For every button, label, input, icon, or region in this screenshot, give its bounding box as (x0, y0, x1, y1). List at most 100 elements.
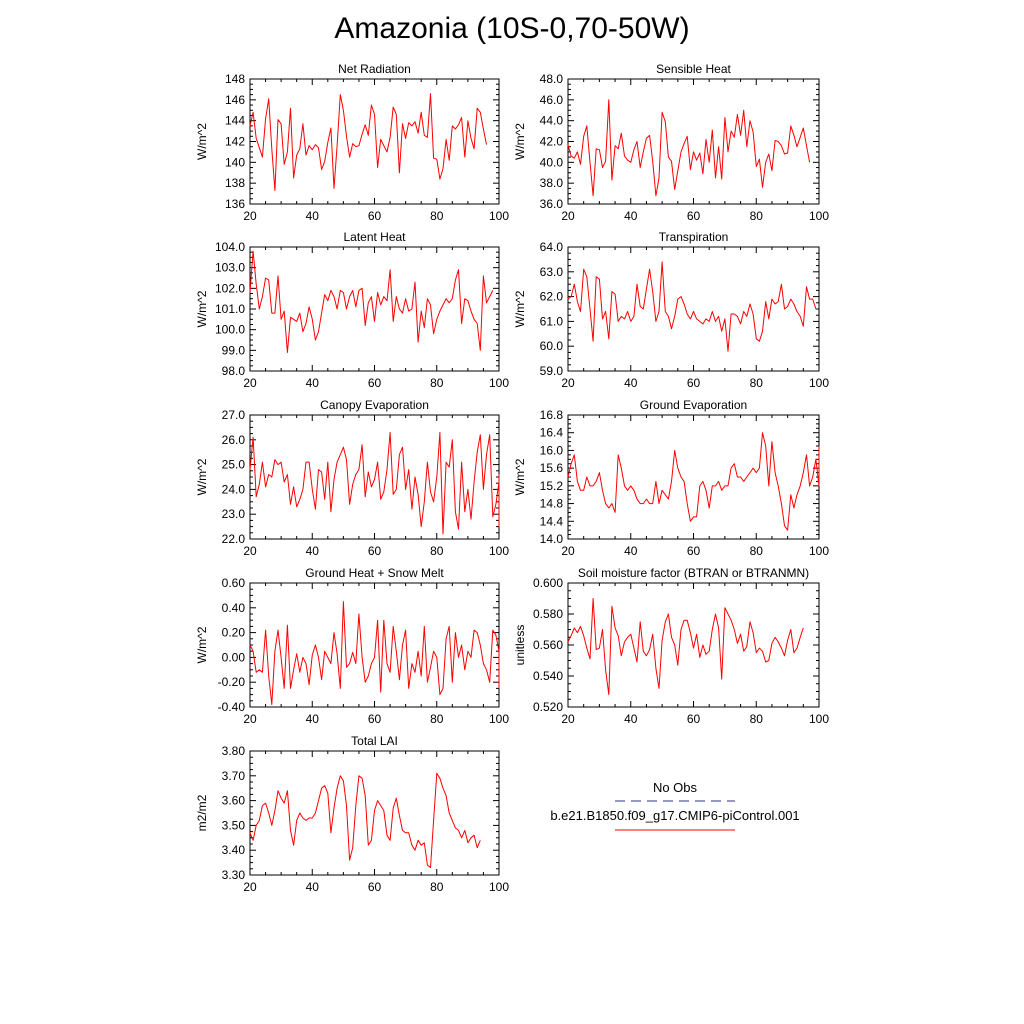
y-axis-label: W/m^2 (513, 123, 527, 160)
y-tick-label: 48.0 (540, 72, 564, 86)
y-tick-label: 104.0 (215, 240, 245, 254)
x-tick-label: 40 (306, 880, 320, 894)
series-line-soil-moisture-factor-btran-or-btranmn (567, 598, 804, 696)
series-line-net-radiation (249, 93, 487, 191)
plot-frame (249, 78, 500, 205)
y-tick-label: 3.40 (222, 843, 246, 857)
y-tick-label: 136 (225, 197, 245, 211)
x-tick-label: 80 (750, 376, 764, 390)
y-tick-label: 0.40 (222, 601, 246, 615)
y-tick-label: 0.20 (222, 626, 246, 640)
plot-frame (567, 78, 820, 205)
y-tick-label: 103.0 (215, 261, 245, 275)
y-tick-label: 44.0 (540, 114, 564, 128)
panel-latent-heat: Latent Heat 98.0 99.0 100.0 101.0 102.0 103.0 1… (195, 230, 509, 390)
panel-sensible-heat: Sensible Heat 36.0 38.0 40.0 42.0 44.0 46.0 48.… (513, 62, 829, 223)
y-tick-label: 59.0 (540, 364, 564, 378)
panel-title: Ground Evaporation (640, 398, 747, 412)
panel-canopy-evaporation: Canopy Evaporation 22.0 23.0 24.0 25.0 26.0 27… (195, 398, 509, 558)
panel-title: Soil moisture factor (BTRAN or BTRANMN) (578, 566, 809, 580)
x-tick-label: 40 (306, 712, 320, 726)
y-axis-label: W/m^2 (195, 626, 209, 663)
x-tick-label: 20 (243, 712, 257, 726)
y-tick-label: 3.70 (222, 769, 246, 783)
y-tick-label: 99.0 (222, 343, 246, 357)
x-tick-label: 20 (243, 209, 257, 223)
x-tick-label: 40 (624, 544, 638, 558)
panel-title: Transpiration (659, 230, 729, 244)
y-tick-label: 16.4 (540, 426, 564, 440)
y-axis-label: W/m^2 (513, 290, 527, 327)
x-tick-label: 100 (489, 209, 509, 223)
y-axis-label: W/m^2 (195, 458, 209, 495)
panel-title: Canopy Evaporation (320, 398, 429, 412)
y-tick-label: 100.0 (215, 323, 245, 337)
series-line-ground-evaporation (567, 432, 820, 531)
series-line-canopy-evaporation (249, 431, 500, 535)
y-tick-label: -0.20 (218, 675, 246, 689)
y-tick-label: 36.0 (540, 197, 564, 211)
x-tick-label: 100 (809, 376, 829, 390)
panel-ground-heat-snow-melt: Ground Heat + Snow Melt -0.40 -0.20 0.00 0.2… (195, 566, 509, 726)
y-tick-label: 0.60 (222, 576, 246, 590)
y-tick-label: 3.50 (222, 818, 246, 832)
x-tick-label: 60 (687, 209, 701, 223)
plot-frame (567, 246, 820, 372)
x-tick-label: 40 (306, 544, 320, 558)
legend: No Obs b.e21.B1850.f09_g17.CMIP6-piContro… (550, 780, 800, 831)
y-tick-label: 62.0 (540, 290, 564, 304)
y-tick-label: 46.0 (540, 93, 564, 107)
x-tick-label: 40 (306, 376, 320, 390)
y-tick-label: 3.30 (222, 868, 246, 882)
y-tick-label: 25.0 (222, 458, 246, 472)
y-tick-label: 101.0 (215, 302, 245, 316)
y-tick-label: 64.0 (540, 240, 564, 254)
y-tick-label: 24.0 (222, 482, 246, 496)
y-tick-label: 27.0 (222, 408, 246, 422)
x-tick-label: 20 (243, 880, 257, 894)
x-tick-label: 60 (368, 712, 382, 726)
series-line-ground-heat-snow-melt (249, 601, 500, 705)
series-line-sensible-heat (567, 99, 811, 197)
y-tick-label: 102.0 (215, 281, 245, 295)
x-tick-label: 80 (430, 880, 444, 894)
y-tick-label: 16.8 (540, 408, 564, 422)
x-tick-label: 100 (809, 209, 829, 223)
x-tick-label: 100 (489, 712, 509, 726)
y-tick-label: 138 (225, 176, 245, 190)
x-tick-label: 40 (306, 209, 320, 223)
x-tick-label: 80 (430, 376, 444, 390)
x-tick-label: 80 (750, 209, 764, 223)
y-tick-label: 22.0 (222, 532, 246, 546)
y-tick-label: 148 (225, 72, 245, 86)
x-tick-label: 20 (561, 544, 575, 558)
panel-title: Total LAI (351, 734, 398, 748)
y-tick-label: 0.580 (533, 607, 563, 621)
y-tick-label: 3.80 (222, 744, 246, 758)
legend-model-label: b.e21.B1850.f09_g17.CMIP6-piControl.001 (550, 808, 799, 823)
legend-obs-label: No Obs (653, 780, 698, 795)
y-tick-label: 60.0 (540, 339, 564, 353)
x-tick-label: 80 (430, 209, 444, 223)
panel-transpiration: Transpiration 59.0 60.0 61.0 62.0 63.0 64.0 20 4… (513, 230, 829, 390)
y-tick-label: 98.0 (222, 364, 246, 378)
x-tick-label: 100 (809, 544, 829, 558)
y-tick-label: 16.0 (540, 443, 564, 457)
plot-frame (567, 582, 820, 708)
y-tick-label: 0.600 (533, 576, 563, 590)
plot-frame (567, 414, 820, 540)
y-tick-label: 63.0 (540, 265, 564, 279)
y-tick-label: 0.560 (533, 638, 563, 652)
panel-net-radiation: Net Radiation 136 138 140 142 144 146 148 20 40 60… (195, 62, 509, 223)
y-tick-label: 26.0 (222, 433, 246, 447)
panel-total-lai: Total LAI 3.30 3.40 3.50 3.60 3.70 3.80 20 40 60 8… (195, 734, 509, 894)
panel-ground-evaporation: Ground Evaporation 14.0 14.4 14.8 15.2 15.6 16… (513, 398, 829, 558)
x-tick-label: 80 (430, 712, 444, 726)
panel-title: Latent Heat (343, 230, 406, 244)
x-tick-label: 100 (489, 376, 509, 390)
y-tick-label: 14.0 (540, 532, 564, 546)
x-tick-label: 100 (489, 544, 509, 558)
y-tick-label: 38.0 (540, 176, 564, 190)
x-tick-label: 60 (368, 209, 382, 223)
